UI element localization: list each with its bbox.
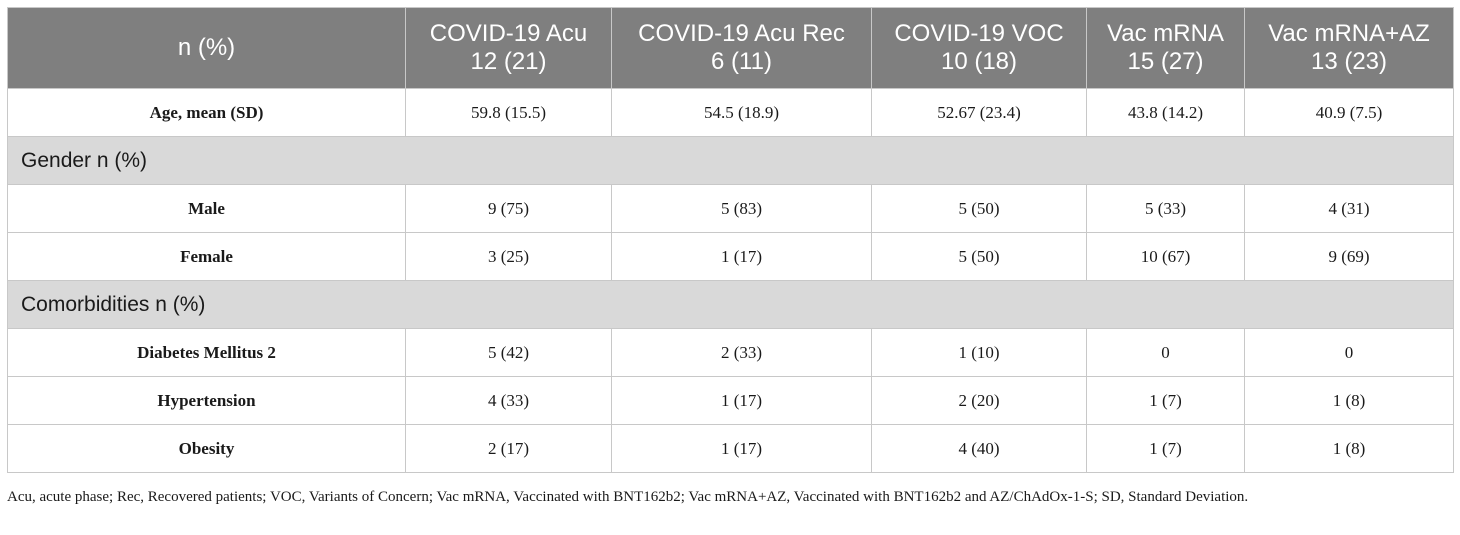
table-cell: 10 (67) xyxy=(1086,232,1245,281)
section-title: Comorbidities n (%) xyxy=(7,280,1454,329)
table-cell: 4 (33) xyxy=(405,376,612,425)
table-row-obesity: Obesity 2 (17) 1 (17) 4 (40) 1 (7) 1 (8) xyxy=(7,424,1454,473)
column-count: 10 (18) xyxy=(940,48,1018,75)
column-count: 15 (27) xyxy=(1127,48,1204,75)
table-cell: 2 (17) xyxy=(405,424,612,473)
table-cell: 1 (8) xyxy=(1244,376,1454,425)
column-header-vac-mrna-az: Vac mRNA+AZ 13 (23) xyxy=(1244,7,1454,89)
section-title: Gender n (%) xyxy=(7,136,1454,185)
table-cell: 5 (33) xyxy=(1086,184,1245,233)
column-count: 12 (21) xyxy=(470,48,547,75)
table-cell: 1 (17) xyxy=(611,376,872,425)
table-cell: 4 (31) xyxy=(1244,184,1454,233)
table-cell: 2 (33) xyxy=(611,328,872,377)
column-name: Vac mRNA xyxy=(1107,20,1224,47)
column-header-covid-acu: COVID-19 Acu 12 (21) xyxy=(405,7,612,89)
table-cell: 5 (50) xyxy=(871,232,1087,281)
table-cell: 4 (40) xyxy=(871,424,1087,473)
table-cell: 5 (42) xyxy=(405,328,612,377)
table-cell: 1 (7) xyxy=(1086,424,1245,473)
table-cell: 9 (75) xyxy=(405,184,612,233)
table-cell: 5 (50) xyxy=(871,184,1087,233)
row-label: Female xyxy=(7,232,406,281)
header-row: n (%) COVID-19 Acu 12 (21) COVID-19 Acu … xyxy=(7,7,1454,89)
row-label: Diabetes Mellitus 2 xyxy=(7,328,406,377)
demographics-table: n (%) COVID-19 Acu 12 (21) COVID-19 Acu … xyxy=(7,7,1454,473)
table-cell: 3 (25) xyxy=(405,232,612,281)
section-header-gender: Gender n (%) xyxy=(7,136,1454,185)
table-cell: 5 (83) xyxy=(611,184,872,233)
table-cell: 1 (10) xyxy=(871,328,1087,377)
column-header-covid-voc: COVID-19 VOC 10 (18) xyxy=(871,7,1087,89)
column-header-vac-mrna: Vac mRNA 15 (27) xyxy=(1086,7,1245,89)
table-row-female: Female 3 (25) 1 (17) 5 (50) 10 (67) 9 (6… xyxy=(7,232,1454,281)
table-cell: 59.8 (15.5) xyxy=(405,88,612,137)
column-count: 13 (23) xyxy=(1310,48,1388,75)
table-row-age: Age, mean (SD) 59.8 (15.5) 54.5 (18.9) 5… xyxy=(7,88,1454,137)
table-cell: 9 (69) xyxy=(1244,232,1454,281)
row-label: Obesity xyxy=(7,424,406,473)
column-count: 6 (11) xyxy=(711,48,772,75)
table-cell: 0 xyxy=(1086,328,1245,377)
section-header-comorbidities: Comorbidities n (%) xyxy=(7,280,1454,329)
table-row-hypertension: Hypertension 4 (33) 1 (17) 2 (20) 1 (7) … xyxy=(7,376,1454,425)
row-label: Male xyxy=(7,184,406,233)
table-cell: 1 (17) xyxy=(611,232,872,281)
table-footnote: Acu, acute phase; Rec, Recovered patient… xyxy=(7,489,1249,505)
row-label: Age, mean (SD) xyxy=(7,88,406,137)
column-name: COVID-19 Acu xyxy=(429,20,588,47)
table-cell: 54.5 (18.9) xyxy=(611,88,872,137)
column-name: COVID-19 VOC xyxy=(894,20,1064,47)
table-row-male: Male 9 (75) 5 (83) 5 (50) 5 (33) 4 (31) xyxy=(7,184,1454,233)
table-row-diabetes: Diabetes Mellitus 2 5 (42) 2 (33) 1 (10)… xyxy=(7,328,1454,377)
column-name: Vac mRNA+AZ xyxy=(1268,20,1430,47)
table-cell: 40.9 (7.5) xyxy=(1244,88,1454,137)
table-cell: 43.8 (14.2) xyxy=(1086,88,1245,137)
table-cell: 1 (8) xyxy=(1244,424,1454,473)
table-cell: 2 (20) xyxy=(871,376,1087,425)
table-cell: 1 (17) xyxy=(611,424,872,473)
table-cell: 1 (7) xyxy=(1086,376,1245,425)
table-cell: 52.67 (23.4) xyxy=(871,88,1087,137)
column-name: COVID-19 Acu Rec xyxy=(638,20,845,47)
row-label: Hypertension xyxy=(7,376,406,425)
table-cell: 0 xyxy=(1244,328,1454,377)
header-label: n (%) xyxy=(7,7,406,89)
column-header-covid-acu-rec: COVID-19 Acu Rec 6 (11) xyxy=(611,7,872,89)
